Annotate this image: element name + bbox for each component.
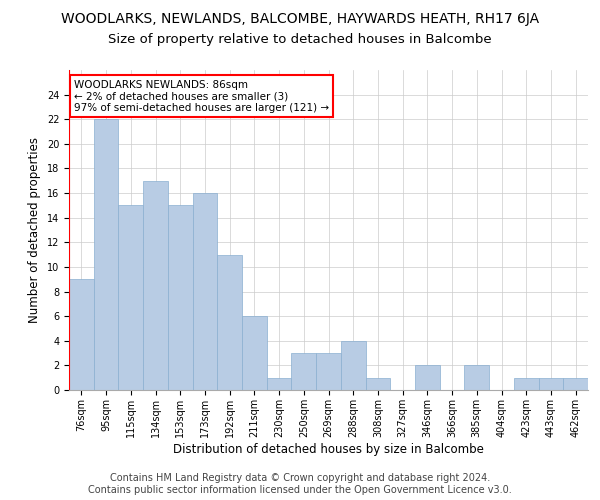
- Text: Contains HM Land Registry data © Crown copyright and database right 2024.
Contai: Contains HM Land Registry data © Crown c…: [88, 474, 512, 495]
- Bar: [292, 353, 316, 390]
- Bar: [168, 206, 193, 390]
- Bar: [267, 378, 292, 390]
- Bar: [341, 341, 365, 390]
- Text: Size of property relative to detached houses in Balcombe: Size of property relative to detached ho…: [108, 32, 492, 46]
- Bar: [365, 378, 390, 390]
- Bar: [143, 181, 168, 390]
- Bar: [193, 193, 217, 390]
- Bar: [415, 366, 440, 390]
- Bar: [563, 378, 588, 390]
- Text: WOODLARKS NEWLANDS: 86sqm
← 2% of detached houses are smaller (3)
97% of semi-de: WOODLARKS NEWLANDS: 86sqm ← 2% of detach…: [74, 80, 329, 113]
- Bar: [514, 378, 539, 390]
- Y-axis label: Number of detached properties: Number of detached properties: [28, 137, 41, 323]
- Bar: [316, 353, 341, 390]
- Bar: [539, 378, 563, 390]
- Bar: [94, 119, 118, 390]
- Bar: [118, 206, 143, 390]
- Bar: [242, 316, 267, 390]
- Bar: [217, 254, 242, 390]
- Bar: [464, 366, 489, 390]
- Bar: [69, 279, 94, 390]
- X-axis label: Distribution of detached houses by size in Balcombe: Distribution of detached houses by size …: [173, 442, 484, 456]
- Text: WOODLARKS, NEWLANDS, BALCOMBE, HAYWARDS HEATH, RH17 6JA: WOODLARKS, NEWLANDS, BALCOMBE, HAYWARDS …: [61, 12, 539, 26]
